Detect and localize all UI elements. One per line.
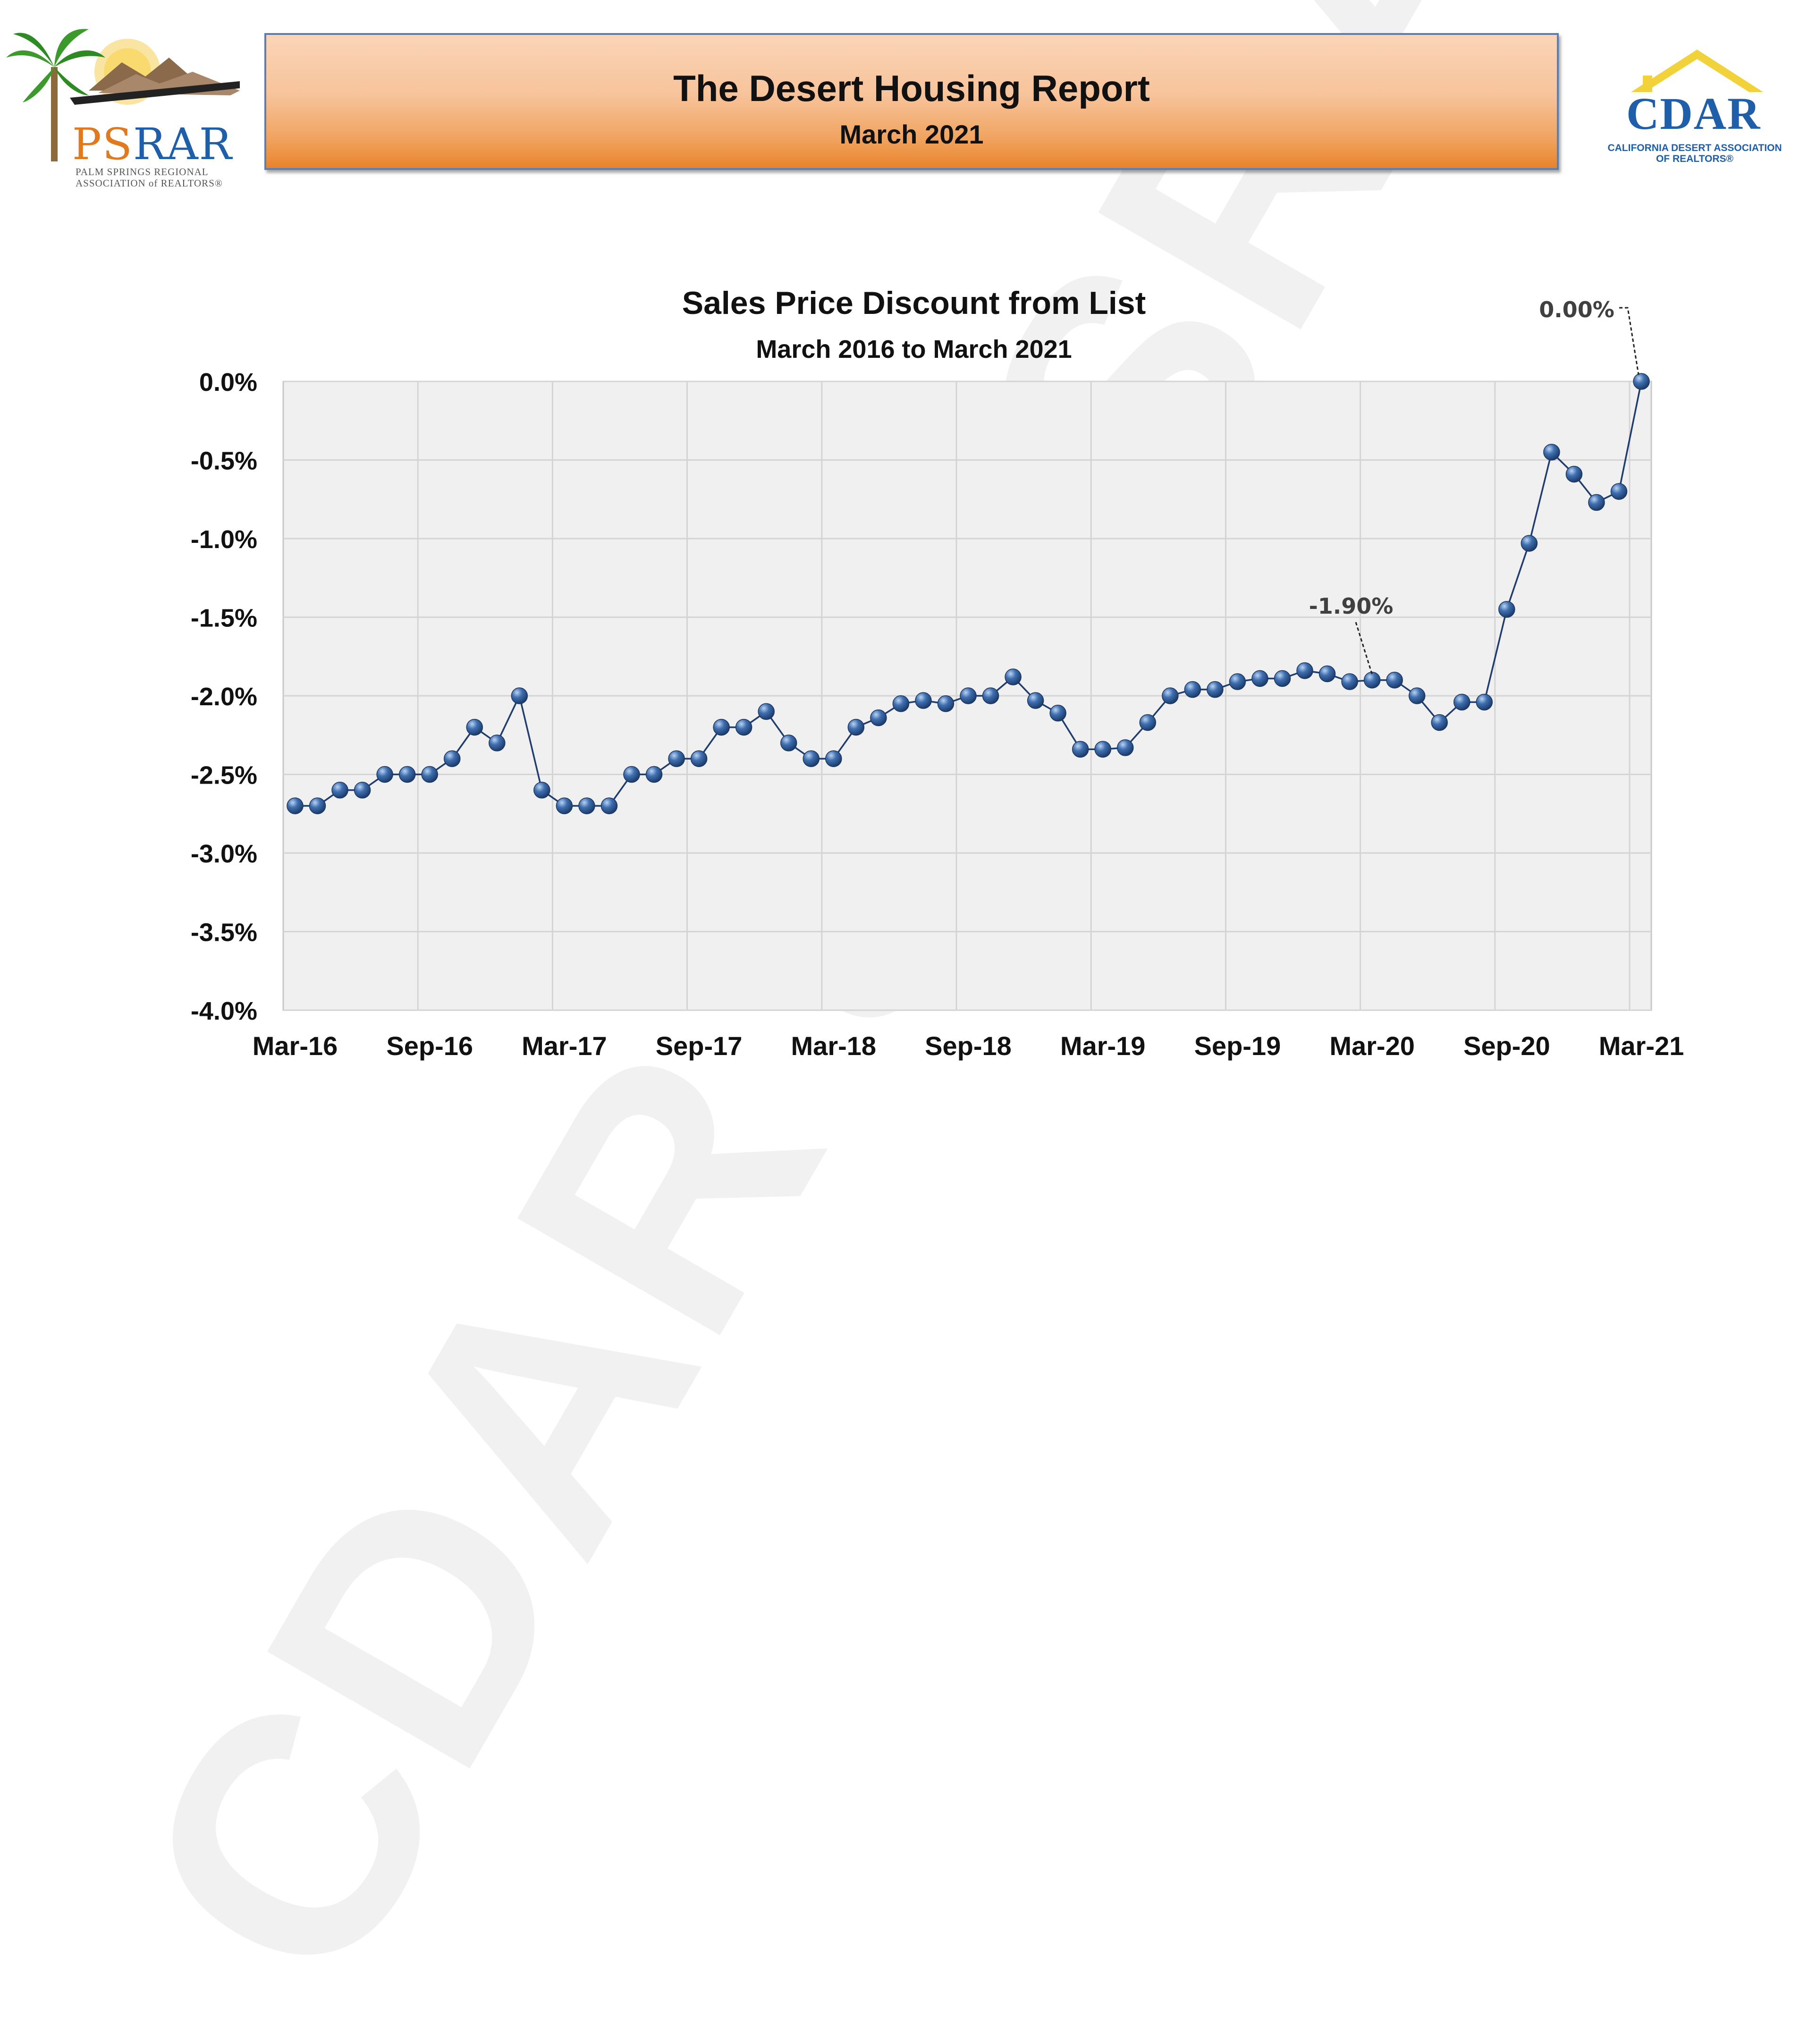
data-point xyxy=(825,750,842,767)
report-date: March 2021 xyxy=(839,119,984,149)
x-tick-label: Mar-18 xyxy=(791,1031,877,1061)
data-point xyxy=(533,782,550,799)
data-point xyxy=(1543,444,1560,461)
annotation-label: 0.00% xyxy=(1539,297,1614,322)
y-tick-label: -4.0% xyxy=(191,997,257,1025)
data-point xyxy=(1274,670,1291,687)
data-point xyxy=(556,797,573,814)
x-tick-label: Sep-20 xyxy=(1463,1031,1550,1061)
data-point xyxy=(421,766,438,783)
data-point xyxy=(847,718,865,736)
x-tick-label: Mar-20 xyxy=(1329,1031,1415,1061)
data-point xyxy=(1318,665,1336,683)
x-tick-label: Sep-18 xyxy=(925,1031,1012,1061)
data-point xyxy=(287,797,304,814)
x-tick-label: Mar-17 xyxy=(522,1031,607,1061)
data-point xyxy=(1408,687,1426,704)
data-point xyxy=(1027,692,1044,709)
x-tick-label: Sep-17 xyxy=(656,1031,743,1061)
data-point xyxy=(511,687,528,704)
annotation-leader xyxy=(1355,622,1373,675)
data-point xyxy=(443,750,461,767)
data-point xyxy=(668,750,685,767)
x-tick-label: Sep-19 xyxy=(1194,1031,1281,1061)
cdar-subtitle: CALIFORNIA DESERT ASSOCIATION OF REALTOR… xyxy=(1607,143,1782,164)
data-point xyxy=(1341,673,1358,690)
annotation-label: -1.90% xyxy=(1309,593,1394,619)
data-point xyxy=(892,695,910,712)
data-point xyxy=(1094,741,1111,758)
data-point xyxy=(1207,681,1224,698)
data-point xyxy=(645,766,663,783)
data-point xyxy=(690,750,708,767)
data-point xyxy=(1610,483,1628,500)
data-point xyxy=(735,718,752,736)
data-point xyxy=(309,797,326,814)
y-tick-label: -2.5% xyxy=(191,761,257,790)
data-point xyxy=(578,797,595,814)
chart-title: Sales Price Discount from List xyxy=(682,285,1146,321)
cdar-logo: CDAR CALIFORNIA DESERT ASSOCIATION OF RE… xyxy=(1584,47,1806,175)
psrar-subtitle: PALM SPRINGS REGIONAL ASSOCIATION of REA… xyxy=(76,166,223,189)
y-tick-label: -3.5% xyxy=(191,919,257,947)
psrar-logo: PSRAR PALM SPRINGS REGIONAL ASSOCIATION … xyxy=(4,20,240,189)
data-point xyxy=(937,695,955,712)
y-tick-label: 0.0% xyxy=(199,368,257,397)
data-point xyxy=(1633,373,1650,390)
data-point xyxy=(1296,662,1313,679)
y-tick-label: -2.0% xyxy=(191,683,257,711)
data-point xyxy=(331,782,348,799)
data-point xyxy=(398,766,416,783)
data-point xyxy=(1229,673,1246,690)
report-title: The Desert Housing Report xyxy=(673,68,1150,109)
data-point xyxy=(960,687,977,704)
palm-tree-icon xyxy=(6,29,240,161)
data-point xyxy=(713,718,730,736)
annotation-leader xyxy=(1619,307,1640,375)
data-point xyxy=(1476,693,1493,711)
data-point xyxy=(1139,714,1157,731)
y-tick-label: -0.5% xyxy=(191,447,257,475)
house-roof-icon xyxy=(1631,50,1763,92)
data-point xyxy=(354,782,371,799)
data-point xyxy=(1498,601,1515,618)
report-banner: The Desert Housing Report March 2021 xyxy=(264,33,1559,170)
data-point xyxy=(1251,670,1268,687)
data-point xyxy=(1184,681,1201,698)
data-point xyxy=(376,766,393,783)
data-point xyxy=(1116,739,1134,756)
data-point xyxy=(466,718,483,736)
line-chart: Sales Price Discount from List March 201… xyxy=(191,285,1684,1061)
data-point xyxy=(489,735,506,752)
y-tick-label: -1.0% xyxy=(191,525,257,554)
psrar-wordmark: PSRAR xyxy=(72,119,233,169)
x-tick-label: Mar-16 xyxy=(253,1031,338,1061)
data-point xyxy=(1521,535,1538,552)
data-point xyxy=(1431,714,1448,731)
data-point xyxy=(758,703,775,720)
data-point xyxy=(780,735,797,752)
data-point xyxy=(1565,465,1583,483)
data-point xyxy=(600,797,618,814)
data-point xyxy=(1453,693,1471,711)
data-point xyxy=(1588,494,1605,511)
data-point xyxy=(1072,741,1089,758)
data-point xyxy=(1386,671,1403,689)
data-point xyxy=(982,687,999,704)
y-tick-label: -1.5% xyxy=(191,604,257,633)
data-point xyxy=(623,766,640,783)
x-tick-label: Mar-21 xyxy=(1599,1031,1684,1061)
x-tick-label: Sep-16 xyxy=(386,1031,473,1061)
data-point xyxy=(803,750,820,767)
x-tick-label: Mar-19 xyxy=(1060,1031,1146,1061)
data-point xyxy=(915,692,932,709)
data-point xyxy=(1049,704,1066,722)
data-point xyxy=(1363,671,1381,689)
data-point xyxy=(1005,668,1022,685)
chart-subtitle: March 2016 to March 2021 xyxy=(756,335,1072,363)
data-point xyxy=(1162,687,1179,704)
y-tick-label: -3.0% xyxy=(191,840,257,868)
cdar-wordmark: CDAR xyxy=(1626,88,1761,139)
data-point xyxy=(870,709,887,726)
